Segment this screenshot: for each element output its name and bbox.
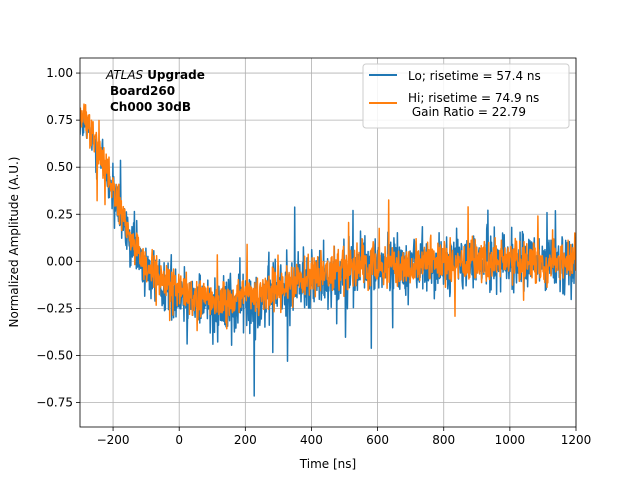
annotation-atlas: ATLAS xyxy=(105,68,144,82)
annotation-line-1: ATLAS Upgrade xyxy=(105,68,205,82)
x-tick-label: 800 xyxy=(432,433,455,447)
annotation-board: Board260 xyxy=(110,84,175,98)
x-tick-label: −200 xyxy=(97,433,130,447)
x-tick-label: 400 xyxy=(300,433,323,447)
y-tick-label: 0.25 xyxy=(46,207,73,221)
x-tick-label: 200 xyxy=(234,433,257,447)
series-hi-line xyxy=(80,103,576,332)
y-axis-ticks: −0.75 −0.50 −0.25 0.00 0.25 0.50 0.75 1.00 xyxy=(36,66,80,410)
legend-box xyxy=(362,63,570,129)
legend-label-hi: Hi; risetime = 74.9 ns Gain Ratio = 22.7… xyxy=(408,91,539,119)
y-axis-label: Normalized Amplitude (A.U.) xyxy=(7,157,21,328)
series-layer xyxy=(80,103,576,397)
annotation-upgrade: Upgrade xyxy=(147,68,205,82)
x-tick-label: 600 xyxy=(366,433,389,447)
x-tick-label: 0 xyxy=(175,433,183,447)
y-tick-label: −0.25 xyxy=(36,301,73,315)
y-tick-label: 0.50 xyxy=(46,160,73,174)
y-tick-label: −0.75 xyxy=(36,396,73,410)
y-tick-label: 1.00 xyxy=(46,66,73,80)
x-tick-label: 1000 xyxy=(495,433,526,447)
annotation-channel: Ch000 30dB xyxy=(110,100,191,114)
y-tick-label: 0.00 xyxy=(46,254,73,268)
x-axis-label: Time [ns] xyxy=(299,457,356,471)
annotation-block: ATLAS Upgrade Board260 Ch000 30dB xyxy=(105,68,205,114)
legend: Lo; risetime = 57.4 ns Hi; risetime = 74… xyxy=(362,63,570,129)
legend-label-lo: Lo; risetime = 57.4 ns xyxy=(408,69,541,83)
axes-frame xyxy=(79,57,577,428)
x-tick-label: 1200 xyxy=(561,433,592,447)
y-tick-label: 0.75 xyxy=(46,113,73,127)
y-tick-label: −0.50 xyxy=(36,348,73,362)
x-axis-ticks: −200 0 200 400 600 800 1000 1200 xyxy=(97,427,592,447)
